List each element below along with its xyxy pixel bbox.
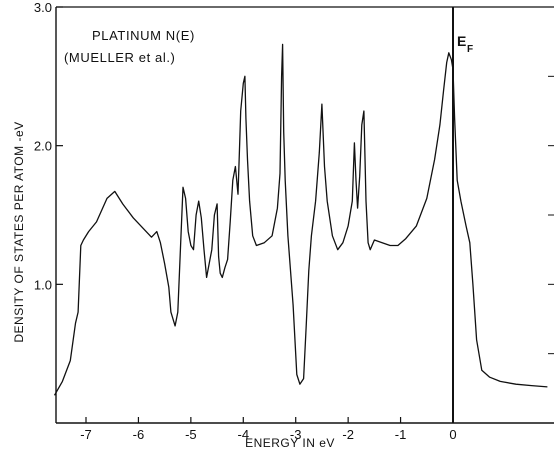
x-tick-label: -6 <box>133 427 145 442</box>
fermi-level-group: EF <box>452 7 473 423</box>
x-tick-label: -2 <box>342 427 354 442</box>
y-axis-label: DENSITY OF STATES PER ATOM -eV <box>12 121 26 342</box>
x-tick-label: -4 <box>238 427 250 442</box>
chart-title: PLATINUM N(E) <box>92 28 195 43</box>
y-axis-ticks: 1.0 2.0 3.0 <box>34 0 554 355</box>
x-tick-label: -3 <box>290 427 302 442</box>
fermi-level-label: E <box>457 33 466 49</box>
x-tick-label: 0 <box>449 427 456 442</box>
x-tick-label: -7 <box>80 427 92 442</box>
series-group <box>53 43 548 396</box>
chart-subtitle: (MUELLER et al.) <box>64 50 175 65</box>
series-line <box>53 43 548 396</box>
y-tick-label: 1.0 <box>34 277 52 292</box>
x-axis-label: ENERGY IN eV <box>245 436 335 450</box>
x-tick-label: -5 <box>185 427 197 442</box>
y-tick-label: 3.0 <box>34 0 52 15</box>
x-axis-ticks: -7 -6 -5 -4 -3 -2 -1 0 <box>80 417 457 442</box>
fermi-level-subscript: F <box>467 44 473 55</box>
x-tick-label: -1 <box>395 427 407 442</box>
y-tick-label: 2.0 <box>34 139 52 154</box>
